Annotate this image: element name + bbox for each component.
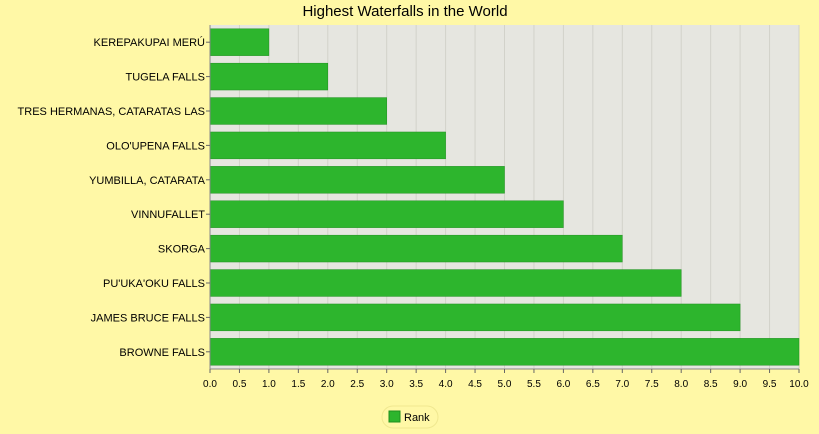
x-axis: 0.0 0.5 1.0 1.5 2.0 2.5 3.0 3.5 4.0 4.5 5.0 5.5 6.0 6…: [203, 25, 809, 390]
bar: [209, 269, 682, 297]
x-tick-label: 9.5: [763, 379, 777, 390]
bars: [209, 28, 800, 366]
x-tick-label: 3.5: [409, 379, 423, 390]
x-tick-label: 5.5: [527, 379, 541, 390]
bar: [209, 28, 270, 56]
bar: [209, 338, 800, 366]
x-tick-label: 9.0: [733, 379, 747, 390]
category-label: PU'UKA'OKU FALLS: [103, 278, 205, 290]
bar: [209, 131, 446, 160]
chart-title: Highest Waterfalls in the World: [302, 3, 507, 20]
category-label: TRES HERMANAS, CATARATAS LAS: [18, 106, 205, 118]
x-tick-label: 6.5: [586, 379, 600, 390]
category-label: YUMBILLA, CATARATA: [89, 175, 206, 187]
x-tick-label: 8.0: [674, 379, 688, 390]
x-tick-label: 0.5: [232, 379, 246, 390]
bar: [209, 234, 623, 263]
category-label: JAMES BRUCE FALLS: [91, 312, 205, 324]
x-tick-label: 7.5: [645, 379, 659, 390]
x-tick-label: 4.5: [468, 379, 482, 390]
x-tick-label: 1.0: [262, 379, 276, 390]
x-tick-label: 2.5: [350, 379, 364, 390]
category-label: KEREPAKUPAI MERÚ: [94, 36, 206, 49]
bar: [209, 200, 564, 228]
x-tick-label: 0.0: [203, 379, 217, 390]
x-tick-label: 8.5: [704, 379, 718, 390]
x-tick-label: 7.0: [615, 379, 629, 390]
x-tick-label: 6.0: [556, 379, 570, 390]
bar: [209, 166, 505, 194]
category-label: VINNUFALLET: [131, 209, 205, 221]
x-tick-label: 5.0: [498, 379, 512, 390]
bar: [209, 97, 387, 125]
category-label: SKORGA: [158, 244, 206, 256]
category-label: TUGELA FALLS: [126, 72, 205, 84]
x-tick-label: 1.5: [291, 379, 305, 390]
x-tick-label: 2.0: [321, 379, 335, 390]
legend-label: Rank: [404, 412, 430, 424]
category-labels: KEREPAKUPAI MERÚ TUGELA FALLS TRES HERMANA…: [18, 36, 206, 359]
bar: [209, 303, 741, 332]
category-label: BROWNE FALLS: [119, 347, 205, 359]
category-label: OLO'UPENA FALLS: [106, 140, 205, 152]
x-tick-label: 4.0: [439, 379, 453, 390]
bar: [209, 62, 329, 91]
x-tick-label: 3.0: [380, 379, 394, 390]
legend-swatch: [388, 410, 401, 423]
legend: Rank: [381, 405, 439, 429]
x-tick-label: 10.0: [789, 379, 809, 390]
